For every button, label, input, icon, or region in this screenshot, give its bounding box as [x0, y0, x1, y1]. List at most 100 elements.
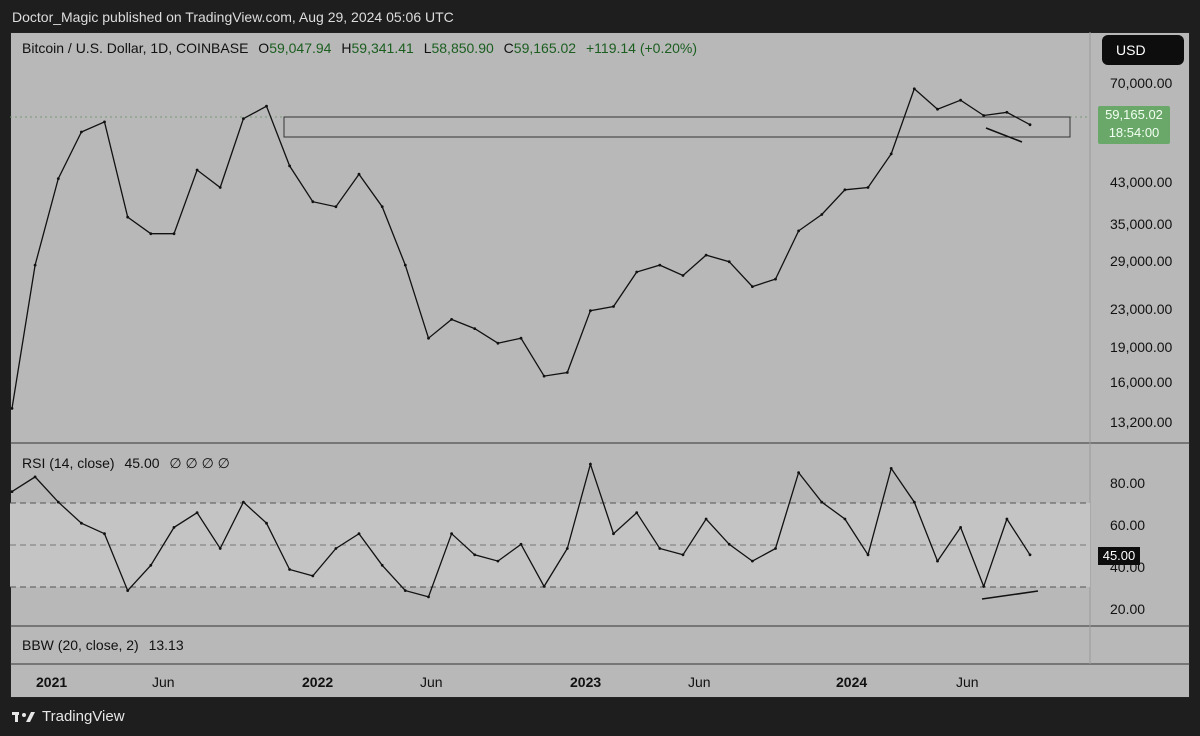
- price-axis-label: 19,000.00: [1110, 339, 1173, 355]
- support-zone-box: [283, 116, 1071, 138]
- price-series-point: [10, 407, 14, 410]
- price-series-point: [288, 164, 291, 168]
- price-axis-label: 16,000.00: [1110, 374, 1173, 390]
- rsi-series-point: [912, 500, 916, 504]
- time-axis-label: Jun: [152, 674, 175, 690]
- rsi-series-point: [496, 559, 500, 563]
- change-value: +119.14 (+0.20%): [585, 40, 698, 56]
- open-label: O: [258, 40, 270, 56]
- high-label: H: [341, 40, 352, 56]
- rsi-series-point: [936, 559, 939, 563]
- rsi-axis-label: 80.00: [1110, 475, 1146, 491]
- price-series-point: [774, 277, 777, 281]
- price-axis-label: 13,200.00: [1110, 414, 1173, 430]
- price-series-point: [1028, 123, 1032, 127]
- price-axis-label: 23,000.00: [1110, 301, 1173, 317]
- rsi-series-point: [450, 532, 453, 536]
- rsi-series-point: [704, 517, 708, 521]
- price-series-point: [982, 114, 986, 117]
- symbol-legend: Bitcoin / U.S. Dollar, 1D, COINBASE O59,…: [22, 40, 697, 56]
- time-axis-label: 2021: [36, 674, 68, 690]
- price-series-point: [242, 117, 245, 121]
- price-series-point: [496, 341, 500, 345]
- rsi-axis-label: 60.00: [1110, 517, 1146, 533]
- rsi-divergence-line: [981, 590, 1039, 600]
- price-series-point: [727, 260, 731, 264]
- rsi-series-point: [473, 553, 477, 557]
- rsi-series-point: [33, 475, 37, 479]
- price-series-point: [149, 232, 153, 236]
- rsi-series-group: [10, 461, 1032, 599]
- price-series-point: [172, 232, 176, 236]
- rsi-series-point: [380, 563, 384, 567]
- rsi-series-point: [565, 547, 569, 550]
- rsi-legend-na: ∅ ∅ ∅ ∅: [169, 455, 230, 471]
- symbol-name: Bitcoin / U.S. Dollar, 1D, COINBASE: [22, 40, 249, 56]
- price-series-point: [866, 186, 870, 189]
- close-label: C: [503, 40, 514, 56]
- price-series-group: [10, 87, 1032, 410]
- rsi-legend-value: 45.00: [124, 455, 160, 471]
- rsi-series-point: [866, 553, 870, 557]
- price-series-point: [357, 172, 361, 176]
- rsi-series-point: [288, 568, 291, 571]
- price-series-point: [427, 336, 430, 340]
- high-value: 59,341.41: [351, 40, 414, 56]
- tradingview-brand[interactable]: TradingView: [12, 708, 125, 725]
- low-value: 58,850.90: [431, 40, 494, 56]
- open-value: 59,047.94: [269, 40, 332, 56]
- price-series-point: [589, 309, 592, 313]
- price-series-point: [56, 177, 60, 181]
- rsi-series-point: [56, 500, 60, 504]
- currency-button[interactable]: USD: [1102, 35, 1184, 65]
- rsi-series-point: [751, 559, 754, 563]
- price-series-point: [612, 305, 615, 308]
- price-series-point: [658, 263, 662, 267]
- price-series-point: [797, 229, 800, 233]
- time-axis-label: 2024: [836, 674, 868, 690]
- rsi-axis-label: 20.00: [1110, 601, 1146, 617]
- publisher-text: Doctor_Magic published on TradingView.co…: [12, 9, 454, 25]
- rsi-series-point: [889, 467, 893, 470]
- price-axis-label: 70,000.00: [1110, 75, 1173, 91]
- price-series-point: [889, 152, 893, 156]
- rsi-series-point: [727, 542, 731, 546]
- rsi-series-point: [774, 547, 777, 550]
- price-series-point: [311, 200, 315, 204]
- price-series-point: [912, 87, 916, 91]
- rsi-series-point: [589, 462, 592, 466]
- current-price-tag: 59,165.02 18:54:00: [1098, 106, 1170, 144]
- close-value: 59,165.02: [513, 40, 577, 56]
- price-series-point: [704, 253, 708, 257]
- price-series-point: [195, 168, 199, 172]
- time-axis-label: 2023: [570, 674, 602, 690]
- rsi-legend-name: RSI (14, close): [22, 455, 115, 471]
- price-series-point: [473, 327, 477, 330]
- tradingview-brand-text: TradingView: [42, 708, 125, 725]
- rsi-series-point: [843, 517, 847, 521]
- rsi-series-point: [612, 532, 615, 536]
- price-series-point: [380, 205, 384, 209]
- price-series-point: [403, 263, 407, 267]
- rsi-series-point: [519, 542, 523, 546]
- rsi-legend: RSI (14, close) 45.00 ∅ ∅ ∅ ∅: [22, 455, 230, 472]
- price-series-point: [843, 188, 847, 192]
- rsi-series-point: [658, 547, 662, 550]
- rsi-series-point: [959, 526, 962, 529]
- price-series-point: [103, 120, 106, 124]
- top-bar: Doctor_Magic published on TradingView.co…: [0, 0, 1200, 32]
- time-axis-label: 2022: [302, 674, 334, 690]
- time-axis-label: Jun: [688, 674, 711, 690]
- price-series-point: [218, 186, 222, 189]
- rsi-series-point: [982, 585, 986, 588]
- price-series-point: [450, 318, 453, 321]
- rsi-series-point: [427, 595, 430, 599]
- price-series-point: [635, 270, 639, 274]
- price-axis-label: 29,000.00: [1110, 253, 1173, 269]
- price-series-point: [542, 374, 546, 378]
- price-series-point: [820, 213, 824, 216]
- rsi-value-tag: 45.00: [1098, 547, 1140, 565]
- rsi-series-point: [265, 521, 268, 525]
- price-series-point: [80, 130, 83, 134]
